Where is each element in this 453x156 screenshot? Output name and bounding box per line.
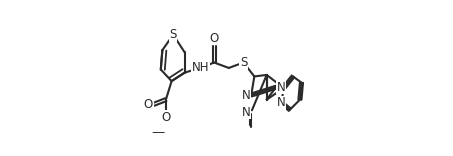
Text: S: S <box>169 28 177 41</box>
Text: N: N <box>242 88 251 102</box>
Text: NH: NH <box>192 61 209 74</box>
Text: —: — <box>152 126 165 139</box>
Text: S: S <box>240 56 247 69</box>
Text: N: N <box>277 96 286 109</box>
Text: O: O <box>144 98 153 111</box>
Text: N: N <box>277 81 285 94</box>
Text: O: O <box>161 111 170 124</box>
Text: O: O <box>209 32 219 45</box>
Text: N: N <box>242 105 251 119</box>
